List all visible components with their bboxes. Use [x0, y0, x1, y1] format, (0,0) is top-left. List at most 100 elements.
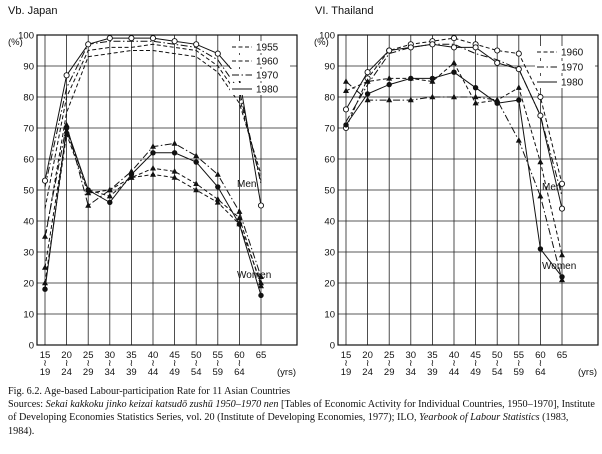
x-tick-range-mark: ≀ [130, 358, 134, 369]
data-point [364, 78, 371, 84]
legend-bg [230, 41, 290, 53]
x-tick-label-end: 29 [384, 367, 395, 378]
source-work-2: Yearbook of Labour Statistics [419, 412, 540, 424]
x-tick-label-end: 24 [362, 367, 373, 378]
data-point [106, 186, 113, 193]
data-point [236, 214, 243, 221]
legend-label: 1970 [561, 63, 584, 74]
data-point [258, 292, 264, 299]
legend-label: 1955 [256, 43, 279, 54]
y-tick-label: 70 [324, 124, 335, 135]
y-tick-label: 10 [324, 310, 335, 321]
legend-label: 1970 [256, 71, 279, 82]
label-men: Men [542, 182, 561, 193]
x-tick-label-start: 15 [341, 350, 352, 361]
legend-bg [230, 55, 290, 67]
data-point [257, 202, 265, 209]
y-tick-label: 90 [324, 62, 335, 73]
y-tick-label: 0 [330, 341, 335, 352]
data-point [516, 97, 522, 103]
data-point [386, 47, 393, 54]
data-point [364, 91, 371, 97]
data-point [451, 69, 457, 75]
x-tick-label-start: 20 [61, 350, 72, 361]
data-point [472, 85, 479, 91]
data-point [215, 184, 221, 190]
x-tick-label-start: 20 [362, 350, 373, 361]
y-tick-label: 100 [319, 31, 335, 42]
data-point [236, 208, 243, 214]
data-point [386, 75, 393, 81]
data-point [106, 192, 113, 199]
chart-title: Vb. Japan [8, 5, 58, 17]
data-point [429, 75, 436, 82]
data-point [386, 81, 392, 88]
data-point [258, 273, 264, 279]
y-tick-label: 60 [23, 155, 34, 166]
data-point [107, 199, 113, 206]
sources-prefix: Sources: [8, 399, 46, 411]
data-point [451, 59, 457, 66]
data-point [171, 174, 178, 180]
x-tick-range-mark: ≀ [194, 358, 198, 369]
data-point [128, 35, 135, 42]
data-point [106, 35, 113, 42]
data-point [171, 168, 178, 174]
data-point [258, 282, 264, 289]
series-women-1980 [42, 125, 264, 299]
data-point [42, 233, 48, 239]
data-point [258, 279, 264, 286]
data-point [342, 106, 350, 113]
x-tick-label-start: 45 [169, 350, 180, 361]
y-tick-label: 100 [18, 31, 34, 42]
x-tick-range-mark: ≀ [173, 358, 177, 369]
x-tick-label-start: 60 [234, 350, 245, 361]
x-tick-label-end: 49 [470, 367, 481, 378]
legend-label: 1960 [561, 48, 584, 59]
data-point [150, 165, 156, 171]
data-point [515, 137, 522, 143]
data-point [128, 171, 135, 178]
x-tick-label-start: 65 [557, 350, 568, 361]
x-tick-label-start: 30 [105, 350, 116, 361]
chart-japan: Vb. Japan0102030405060708090100(%)15≀192… [8, 5, 298, 378]
data-point [343, 78, 349, 84]
data-point [494, 47, 501, 54]
x-tick-range-mark: ≀ [474, 358, 478, 369]
data-point [42, 279, 48, 286]
label-women: Women [542, 261, 576, 272]
x-tick-range-mark: ≀ [387, 358, 391, 369]
y-tick-label: 50 [324, 186, 335, 197]
data-point [494, 100, 500, 106]
x-tick-range-mark: ≀ [344, 358, 348, 369]
y-tick-label: 80 [324, 93, 335, 104]
data-point [193, 159, 199, 165]
x-tick-label-start: 35 [126, 350, 137, 361]
source-work-1: Sekai kakkoku jinko keizai katsudō zushū… [45, 399, 279, 411]
data-point [42, 286, 48, 292]
x-tick-label-start: 30 [406, 350, 417, 361]
x-tick-range-mark: ≀ [539, 358, 543, 369]
chart-title: VI. Thailand [315, 5, 374, 17]
y-tick-label: 40 [23, 217, 34, 228]
caption-sources: Sources: Sekai kakkoku jinko keizai kats… [8, 398, 596, 438]
x-tick-range-mark: ≀ [431, 358, 435, 369]
x-tick-label-end: 49 [169, 367, 180, 378]
source-details-2: (1983, 1984). [8, 412, 569, 437]
data-point [85, 187, 91, 193]
x-tick-label-start: 15 [40, 350, 51, 361]
x-tick-range-mark: ≀ [452, 358, 456, 369]
x-tick-label-end: 39 [427, 367, 438, 378]
data-point [343, 87, 349, 93]
y-tick-label: 90 [23, 62, 34, 73]
data-point [515, 66, 522, 73]
data-point [128, 168, 135, 174]
x-tick-label-end: 59 [213, 367, 224, 378]
x-tick-label-end: 59 [514, 367, 525, 378]
data-point [63, 130, 70, 137]
x-tick-label-start: 25 [83, 350, 94, 361]
data-point [63, 121, 70, 128]
x-tick-label-end: 29 [83, 367, 94, 378]
x-tick-label-start: 60 [535, 350, 546, 361]
